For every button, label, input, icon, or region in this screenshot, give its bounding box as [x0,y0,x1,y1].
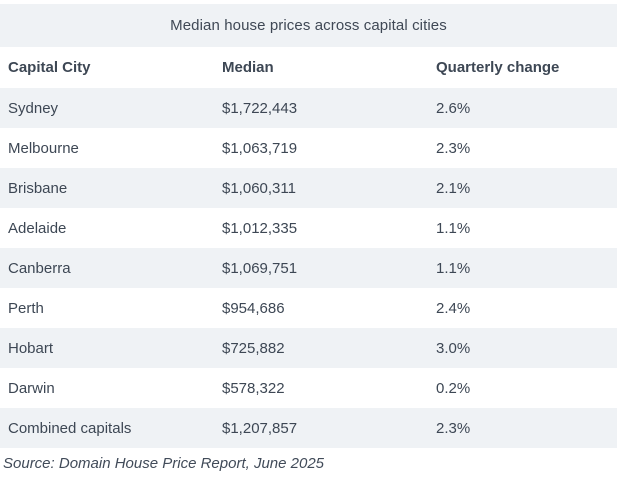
table-row-melbourne: Melbourne $1,063,719 2.3% [0,128,617,168]
median-cell: $1,722,443 [222,99,298,117]
median-cell: $725,882 [222,339,285,357]
header-quarterly-change: Quarterly change [436,59,560,76]
median-cell: $1,207,857 [222,419,298,437]
table-title: Median house prices across capital citie… [170,17,447,34]
median-cell: $1,012,335 [222,219,298,237]
header-capital-city: Capital City [8,59,91,76]
city-cell: Adelaide [8,219,67,237]
table-header-row: Capital City Median Quarterly change [0,47,617,88]
change-cell: 2.4% [436,299,471,317]
change-cell: 0.2% [436,379,471,397]
city-cell: Sydney [8,99,59,117]
table-row-sydney: Sydney $1,722,443 2.6% [0,88,617,128]
table-row-adelaide: Adelaide $1,012,335 1.1% [0,208,617,248]
median-cell: $1,063,719 [222,139,298,157]
change-cell: 2.6% [436,99,471,117]
median-cell: $1,069,751 [222,259,298,277]
table-row-combined-capitals: Combined capitals $1,207,857 2.3% [0,408,617,448]
table-row-darwin: Darwin $578,322 0.2% [0,368,617,408]
median-cell: $1,060,311 [222,179,296,197]
table-row-brisbane: Brisbane $1,060,311 2.1% [0,168,617,208]
change-cell: 3.0% [436,339,471,357]
table-title-band: Median house prices across capital citie… [0,4,617,47]
table-row-perth: Perth $954,686 2.4% [0,288,617,328]
median-cell: $578,322 [222,379,285,397]
median-cell: $954,686 [222,299,285,317]
change-cell: 1.1% [436,219,471,237]
city-cell: Darwin [8,379,55,397]
header-median: Median [222,59,274,76]
city-cell: Perth [8,299,44,317]
table-row-hobart: Hobart $725,882 3.0% [0,328,617,368]
city-cell: Brisbane [8,179,68,197]
change-cell: 2.3% [436,139,471,157]
city-cell: Combined capitals [8,419,132,437]
city-cell: Hobart [8,339,54,357]
table-row-canberra: Canberra $1,069,751 1.1% [0,248,617,288]
source-attribution: Source: Domain House Price Report, June … [3,455,325,472]
change-cell: 2.1% [436,179,471,197]
change-cell: 1.1% [436,259,471,277]
change-cell: 2.3% [436,419,471,437]
city-cell: Melbourne [8,139,79,157]
city-cell: Canberra [8,259,71,277]
